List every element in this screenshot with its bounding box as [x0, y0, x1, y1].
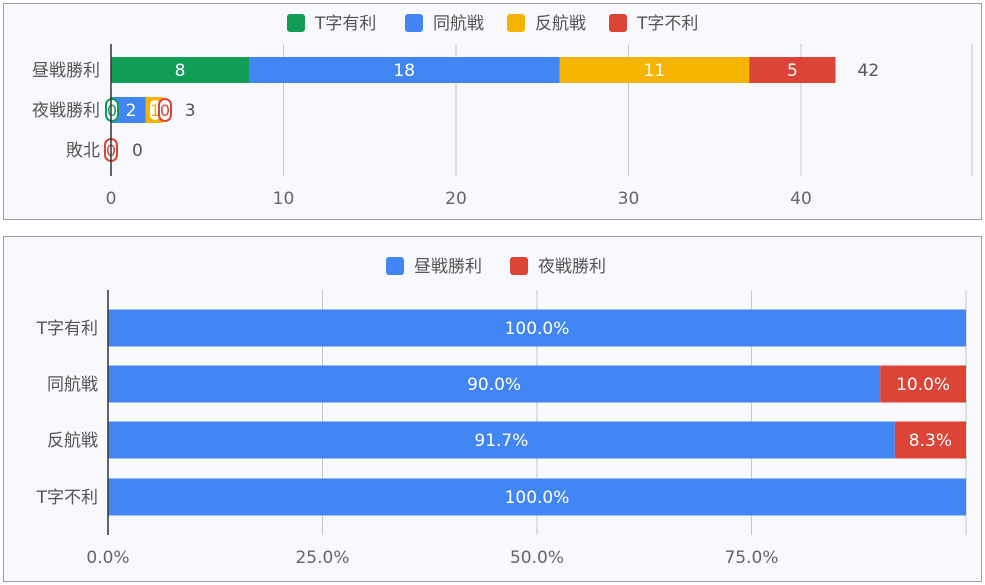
data-label-badge-item-1-item-0	[105, 98, 119, 122]
bar-segment-item-0-item-0	[111, 57, 249, 83]
bar-segment-item-0-item-1	[249, 57, 560, 83]
legend-label-item-1: 夜戦勝利	[538, 257, 606, 277]
bar-segment-item-0-item-2	[559, 57, 750, 83]
bar-segment-item-0-item-0	[108, 309, 966, 347]
data-label-item-1-item-1: 10.0%	[896, 375, 950, 395]
total-label-item-1: 3	[185, 101, 196, 121]
legend-swatch-item-2	[507, 14, 525, 32]
percent-stacked-bar-chart: 0.0% 25.0% 50.0% 75.0% T字有利 100.0% 同航戦 90.0% 10.…	[36, 257, 967, 568]
category-label-item-1: 夜戦勝利	[32, 101, 100, 121]
total-label-item-0: 42	[858, 61, 880, 81]
legend-label-item-0: 昼戦勝利	[414, 257, 482, 277]
legend-label-item-2: 反航戦	[535, 14, 586, 34]
category-label-item-0: 昼戦勝利	[32, 61, 100, 81]
outcomes-stacked-bar-chart: 010203040昼戦勝利81811542夜戦勝利02103敗北00T字有利同航…	[32, 14, 973, 209]
x-tick-label-item-0: 0	[106, 189, 117, 209]
data-label-item-1-item-0: 0	[107, 101, 117, 120]
legend-label-item-0: T字有利	[314, 14, 376, 34]
x-tick-label-item-2: 50.0%	[510, 548, 564, 568]
total-label-item-2: 0	[132, 141, 143, 161]
x-tick-label-item-3: 75.0%	[724, 548, 778, 568]
data-label-badge-item-1-item-3	[158, 98, 172, 122]
data-label-item-2-item-0: 91.7%	[474, 431, 528, 451]
legend-swatch-item-1	[510, 257, 528, 275]
bar-segment-item-3-item-0	[108, 478, 966, 516]
chart-panel-percent: 0.0% 25.0% 50.0% 75.0% T字有利 100.0% 同航戦 90.0% 10.…	[3, 236, 982, 582]
x-tick-label-item-0: 0.0%	[86, 548, 129, 568]
data-label-item-3-item-0: 100.0%	[505, 488, 570, 508]
data-label-item-1-item-2: 1	[150, 101, 160, 120]
x-tick-label-item-1: 25.0%	[295, 548, 349, 568]
data-label-item-0-item-3: 5	[787, 61, 798, 81]
legend-label-item-3: T字不利	[636, 14, 698, 34]
category-label-item-2: 敗北	[66, 141, 100, 161]
chart-panel-outcomes: 010203040昼戦勝利81811542夜戦勝利02103敗北00T字有利同航…	[3, 3, 982, 220]
legend-swatch-item-1	[405, 14, 423, 32]
x-tick-label-item-1: 10	[273, 189, 295, 209]
data-label-item-0-item-1: 18	[393, 61, 415, 81]
bar-segment-item-1-item-1	[880, 365, 966, 403]
data-label-item-1-item-1: 2	[126, 101, 137, 121]
legend-swatch-item-0	[287, 14, 305, 32]
category-label-item-2: 反航戦	[47, 431, 98, 451]
legend-swatch-item-0	[386, 257, 404, 275]
data-label-item-2-item-1: 8.3%	[909, 431, 952, 451]
category-label-item-0: T字有利	[36, 319, 98, 339]
bar-segment-item-2-item-0	[108, 421, 895, 459]
x-tick-label-item-4: 40	[790, 189, 812, 209]
data-label-item-1-item-0: 90.0%	[467, 375, 521, 395]
legend-label-item-1: 同航戦	[433, 14, 484, 34]
x-tick-label-item-2: 20	[445, 189, 467, 209]
data-label-item-0-item-0: 8	[175, 61, 186, 81]
category-label-item-3: T字不利	[36, 488, 98, 508]
bar-segment-item-1-item-0	[108, 365, 881, 403]
data-label-item-0-item-2: 11	[644, 61, 666, 81]
legend-swatch-item-3	[609, 14, 627, 32]
category-label-item-1: 同航戦	[47, 375, 98, 395]
data-label-item-0-item-0: 100.0%	[505, 319, 570, 339]
data-label-item-1-item-3: 0	[160, 101, 170, 120]
x-tick-label-item-3: 30	[618, 189, 640, 209]
bar-segment-item-0-item-3	[749, 57, 836, 83]
bar-segment-item-2-item-1	[894, 421, 966, 459]
